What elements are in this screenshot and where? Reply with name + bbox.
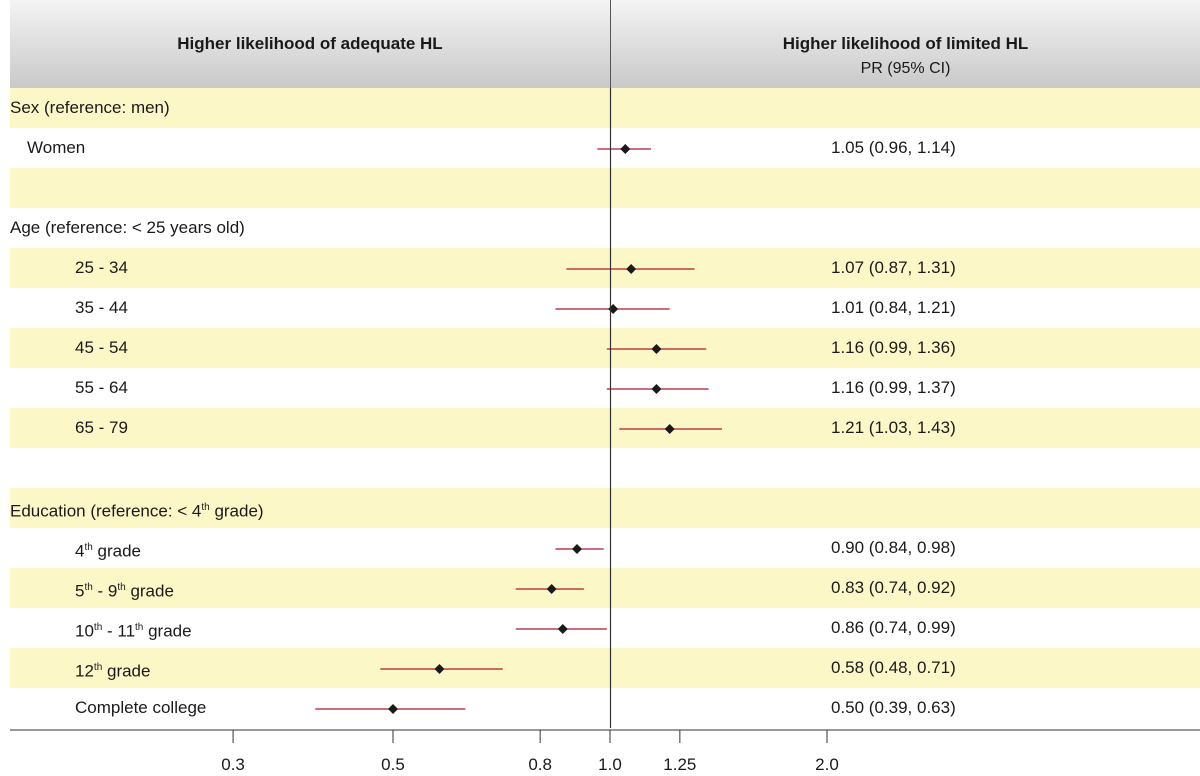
row-label-part: 35 - 44	[75, 298, 128, 317]
pr-ci-value: 0.83 (0.74, 0.92)	[831, 578, 956, 597]
table-row: 5th - 9th grade 0.83 (0.74, 0.92)	[10, 568, 1200, 608]
pr-ci-value: 0.90 (0.84, 0.98)	[831, 538, 956, 557]
row-label-part: Complete college	[75, 698, 207, 717]
pr-ci-value: 0.58 (0.48, 0.71)	[831, 658, 956, 677]
point-estimate-marker	[388, 704, 398, 714]
ordinal-suffix: th	[84, 582, 93, 593]
pr-ci-value: 0.86 (0.74, 0.99)	[831, 618, 956, 637]
pr-ci-value: 1.21 (1.03, 1.43)	[831, 418, 956, 437]
pr-ci-value: 1.16 (0.99, 1.37)	[831, 378, 956, 397]
header-pr-ci-label: PR (95% CI)	[860, 60, 951, 77]
point-estimate-marker	[651, 344, 662, 354]
row-label: 4th grade	[75, 528, 141, 572]
row-label-part: Age (reference: < 25 years old)	[10, 218, 245, 237]
pr-ci-value: 1.16 (0.99, 1.36)	[831, 338, 956, 357]
ordinal-suffix: th	[93, 662, 103, 673]
row-label: 35 - 44	[75, 288, 128, 328]
row-label-part: grade	[125, 581, 174, 601]
row-label-part: 65 - 79	[75, 418, 128, 437]
table-row: 12th grade 0.58 (0.48, 0.71)	[10, 648, 1200, 688]
table-row: 25 - 34 1.07 (0.87, 1.31)	[10, 248, 1200, 288]
group-header-row: Education (reference: < 4th grade)	[10, 488, 1200, 528]
row-label: 12th grade	[75, 648, 150, 692]
group-header-row: Age (reference: < 25 years old)	[10, 208, 1200, 248]
row-label: 45 - 54	[75, 328, 128, 368]
row-label: 65 - 79	[75, 408, 128, 448]
point-estimate-marker	[434, 664, 445, 674]
row-label: 25 - 34	[75, 248, 128, 288]
row-label-part: 4	[75, 541, 85, 561]
row-label-part: 12	[75, 661, 94, 681]
row-label: 10th - 11th grade	[75, 608, 192, 652]
table-row: 65 - 79 1.21 (1.03, 1.43)	[10, 408, 1200, 448]
table-row: 4th grade 0.90 (0.84, 0.98)	[10, 528, 1200, 568]
point-estimate-marker	[557, 624, 568, 634]
group-header-row: Sex (reference: men)	[10, 88, 1200, 128]
header-divider	[610, 0, 611, 88]
table-row: 45 - 54 1.16 (0.99, 1.36)	[10, 328, 1200, 368]
point-estimate-marker	[626, 264, 637, 274]
pr-ci-value: 1.07 (0.87, 1.31)	[831, 258, 956, 277]
point-estimate-marker	[651, 384, 662, 394]
row-label-part: Sex (reference: men)	[10, 98, 170, 117]
spacer-row	[10, 168, 1200, 208]
table-row: 35 - 44 1.01 (0.84, 1.21)	[10, 288, 1200, 328]
group-label: Age (reference: < 25 years old)	[10, 208, 245, 248]
row-label-part: 10	[75, 621, 94, 641]
row-label-part: Women	[27, 138, 86, 157]
table-row: Complete college 0.50 (0.39, 0.63)	[10, 688, 1200, 728]
ordinal-suffix: th	[93, 622, 103, 633]
row-label-part: grade)	[209, 501, 264, 521]
point-estimate-marker	[572, 544, 583, 554]
x-tick-label: 0.8	[528, 755, 552, 774]
row-label-part: 5	[75, 581, 85, 601]
point-estimate-marker	[664, 424, 675, 434]
row-label-part: Education (reference: < 4	[10, 501, 202, 521]
table-row: 10th - 11th grade 0.86 (0.74, 0.99)	[10, 608, 1200, 648]
x-tick-label: 2.0	[815, 755, 839, 774]
point-estimate-marker	[620, 144, 631, 154]
table-row: 55 - 64 1.16 (0.99, 1.37)	[10, 368, 1200, 408]
row-label: Women	[27, 128, 85, 168]
ordinal-suffix: th	[84, 542, 93, 553]
x-tick-label: 0.3	[221, 755, 245, 774]
x-tick-label: 1.25	[663, 755, 696, 774]
header-right-title: Higher likelihood of limited HL	[782, 34, 1029, 53]
row-label: Complete college	[75, 688, 206, 728]
x-tick-label: 1.0	[598, 755, 622, 774]
row-label: 55 - 64	[75, 368, 128, 408]
row-label-part: grade	[92, 541, 142, 561]
ordinal-suffix: th	[201, 502, 210, 513]
row-label-part: 55 - 64	[75, 378, 128, 397]
row-label-part: 45 - 54	[75, 338, 128, 357]
table-header	[10, 0, 1200, 88]
row-label-part: grade	[143, 621, 192, 641]
table-row: Women 1.05 (0.96, 1.14)	[10, 128, 1200, 168]
pr-ci-value: 0.50 (0.39, 0.63)	[831, 698, 956, 717]
group-label: Sex (reference: men)	[10, 88, 170, 128]
row-label-part: 25 - 34	[75, 258, 128, 277]
header-left-title: Higher likelihood of adequate HL	[177, 34, 443, 53]
point-estimate-marker	[546, 584, 557, 594]
row-label-part: - 11	[102, 621, 136, 641]
pr-ci-value: 1.05 (0.96, 1.14)	[831, 138, 956, 157]
row-label: 5th - 9th grade	[75, 568, 174, 612]
group-label: Education (reference: < 4th grade)	[10, 488, 264, 532]
pr-ci-value: 1.01 (0.84, 1.21)	[831, 298, 956, 317]
point-estimate-marker	[608, 304, 619, 314]
x-tick-label: 0.5	[381, 755, 405, 774]
ordinal-suffix: th	[117, 582, 126, 593]
row-label-part: - 9	[92, 581, 118, 601]
ordinal-suffix: th	[135, 622, 144, 633]
row-label-part: grade	[102, 661, 151, 681]
